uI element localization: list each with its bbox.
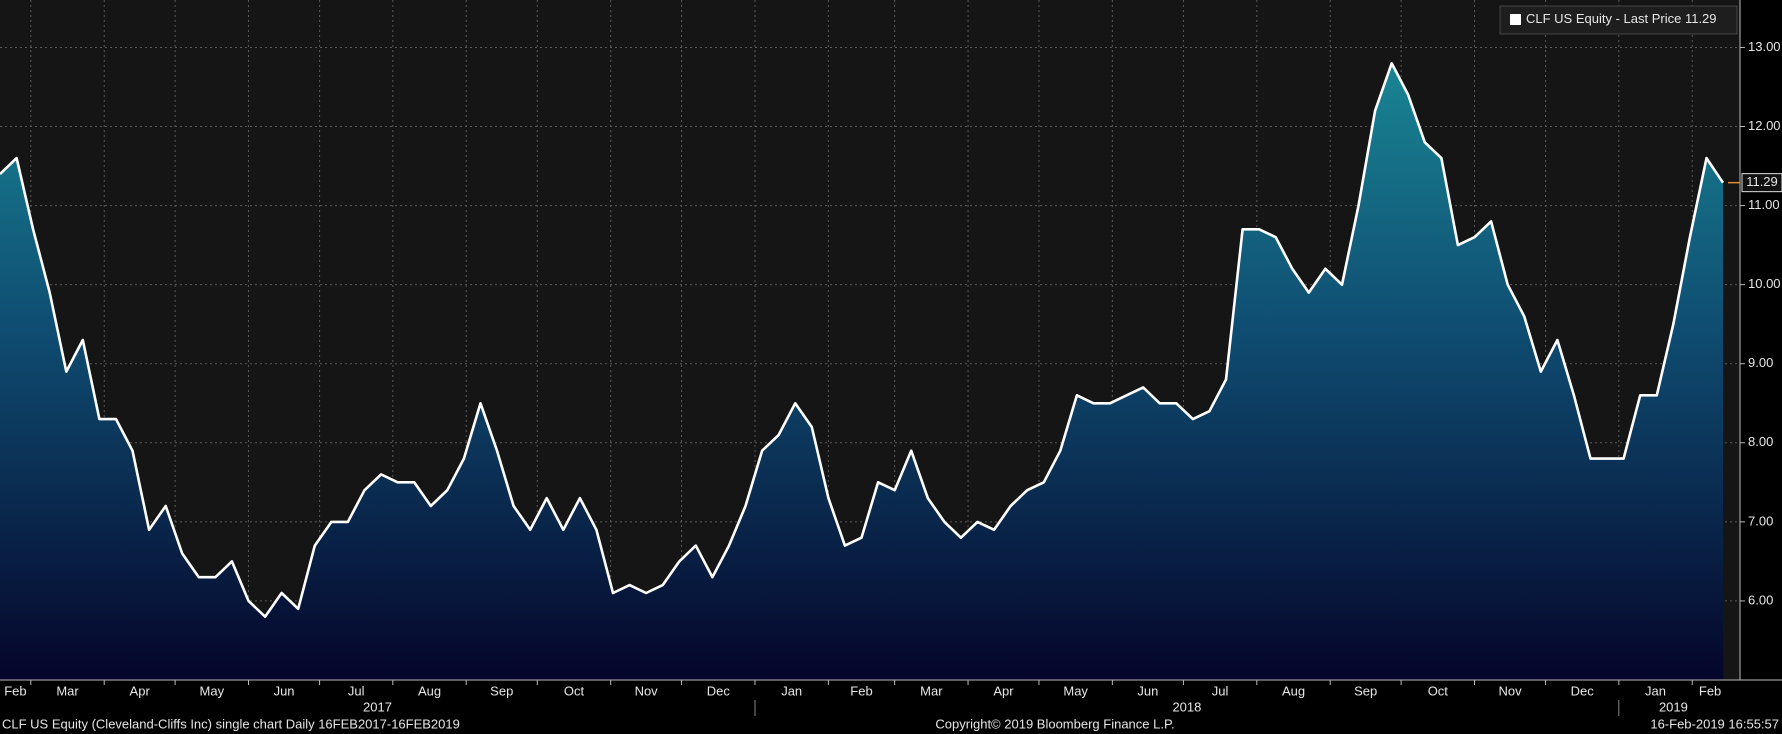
x-tick-label: Sep	[1354, 683, 1377, 698]
x-tick-label: Mar	[920, 683, 943, 698]
y-tick-label: 10.00	[1748, 276, 1781, 291]
x-tick-label: Sep	[490, 683, 513, 698]
x-tick-label: Dec	[707, 683, 731, 698]
legend-series: CLF US Equity - Last Price	[1526, 11, 1681, 26]
x-tick-label: Nov	[1498, 683, 1522, 698]
x-tick-label: May	[200, 683, 225, 698]
legend-label: CLF US Equity - Last Price 11.29	[1526, 11, 1717, 26]
x-tick-label: Feb	[850, 683, 872, 698]
legend-last-price: 11.29	[1685, 11, 1717, 26]
x-tick-label: Jan	[1645, 683, 1666, 698]
last-price-label: 11.29	[1746, 174, 1778, 189]
y-tick-label: 12.00	[1748, 118, 1781, 133]
footer-left: CLF US Equity (Cleveland-Cliffs Inc) sin…	[2, 716, 460, 731]
x-tick-label: Jul	[348, 683, 365, 698]
legend-box	[1499, 5, 1738, 35]
x-tick-label: Dec	[1571, 683, 1595, 698]
y-tick-label: 6.00	[1748, 592, 1773, 607]
legend: CLF US Equity - Last Price 11.29	[1499, 5, 1738, 35]
y-tick-label: 11.00	[1748, 197, 1780, 212]
year-label: 2017	[363, 699, 392, 714]
price-line	[0, 62, 1725, 618]
year-label: 2018	[1172, 699, 1201, 714]
x-tick-label: Jan	[781, 683, 802, 698]
x-tick-label: Jun	[1137, 683, 1158, 698]
y-tick-label: 13.00	[1748, 39, 1781, 54]
x-tick-label: Apr	[130, 683, 151, 698]
x-tick-label: Oct	[564, 683, 585, 698]
legend-swatch	[1510, 14, 1521, 25]
x-tick-label: Jul	[1212, 683, 1229, 698]
x-tick-label: Aug	[418, 683, 441, 698]
footer-right: 16-Feb-2019 16:55:57	[1650, 716, 1779, 731]
x-tick-label: Oct	[1428, 683, 1449, 698]
x-tick-label: May	[1063, 683, 1088, 698]
area	[0, 63, 1724, 681]
y-tick-label: 9.00	[1748, 355, 1773, 370]
y-tick-label: 7.00	[1748, 513, 1773, 528]
x-tick-label: Feb	[1699, 683, 1721, 698]
x-tick-label: Mar	[56, 683, 79, 698]
x-tick-label: Feb	[4, 683, 26, 698]
year-label: 2019	[1659, 699, 1688, 714]
x-tick-label: Nov	[635, 683, 659, 698]
footer-center: Copyright© 2019 Bloomberg Finance L.P.	[935, 716, 1174, 731]
x-tick-label: Apr	[993, 683, 1014, 698]
last-price-box	[1741, 173, 1782, 193]
x-tick-label: Jun	[274, 683, 295, 698]
y-tick-label: 8.00	[1748, 434, 1773, 449]
x-tick-label: Aug	[1282, 683, 1305, 698]
